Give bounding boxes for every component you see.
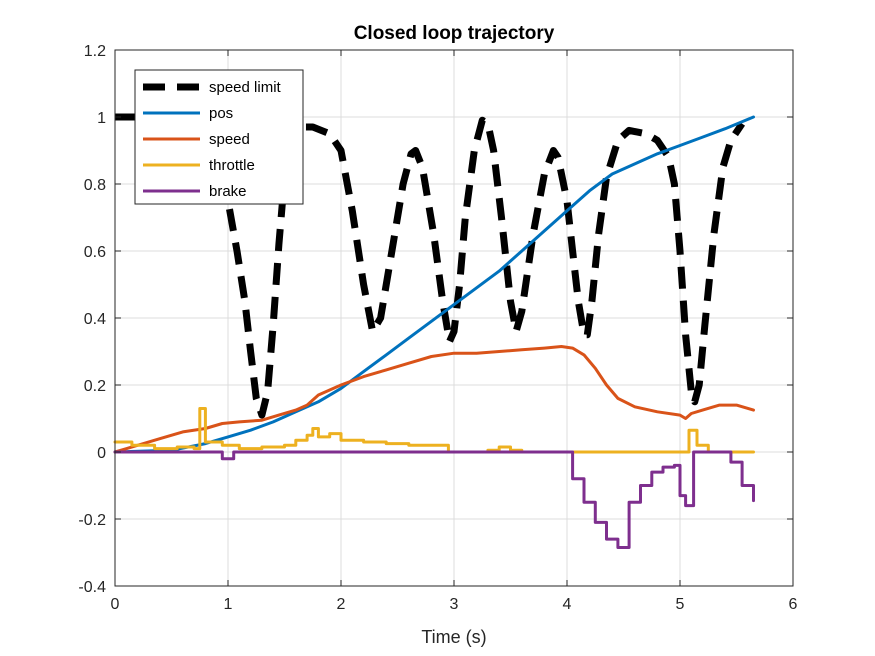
tick-labels: 0 1 2 3 4 5 6 -0.4 -0.2 0 0.2 0.4 0.6 0.8 1 1.2 <box>78 43 797 613</box>
legend-label-speed: speed <box>209 131 250 148</box>
x-tick-label: 4 <box>563 596 572 613</box>
legend-box <box>134 69 304 205</box>
chart-title: Closed loop trajectory <box>354 23 555 44</box>
series-line-pos <box>113 115 755 454</box>
x-tick-label: 6 <box>789 596 798 613</box>
x-tick-label: 0 <box>111 596 120 613</box>
series-layer <box>113 113 755 549</box>
legend: speed limit pos speed throttle brake <box>134 69 304 205</box>
y-tick-label: 1.2 <box>84 43 106 60</box>
series-line-brake <box>113 450 755 549</box>
x-tick-label: 3 <box>450 596 459 613</box>
y-tick-label: 1 <box>97 110 106 127</box>
series-line-speed-limit <box>115 113 746 419</box>
y-tick-label: 0.8 <box>84 177 106 194</box>
y-tick-label: 0 <box>97 445 106 462</box>
y-tick-label: 0.4 <box>84 311 106 328</box>
x-tick-label: 5 <box>676 596 685 613</box>
x-tick-label: 2 <box>337 596 346 613</box>
series-line-throttle <box>113 407 755 454</box>
x-tick-label: 1 <box>224 596 233 613</box>
y-tick-label: -0.4 <box>78 579 106 596</box>
legend-label-speed-limit: speed limit <box>209 79 282 96</box>
x-axis-label: Time (s) <box>421 627 486 647</box>
y-tick-label: 0.2 <box>84 378 106 395</box>
y-tick-label: 0.6 <box>84 244 106 261</box>
legend-label-pos: pos <box>209 105 233 122</box>
series-line-speed <box>113 345 755 454</box>
axes <box>114 49 794 587</box>
legend-label-brake: brake <box>209 183 247 200</box>
y-tick-label: -0.2 <box>78 512 106 529</box>
legend-label-throttle: throttle <box>209 157 255 174</box>
